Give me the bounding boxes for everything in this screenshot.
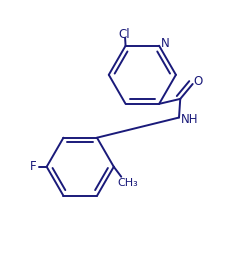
Text: N: N [161, 37, 170, 50]
Text: NH: NH [181, 113, 198, 126]
Text: F: F [30, 160, 36, 173]
Text: CH₃: CH₃ [117, 178, 138, 188]
Text: Cl: Cl [118, 28, 130, 41]
Text: O: O [193, 75, 203, 88]
